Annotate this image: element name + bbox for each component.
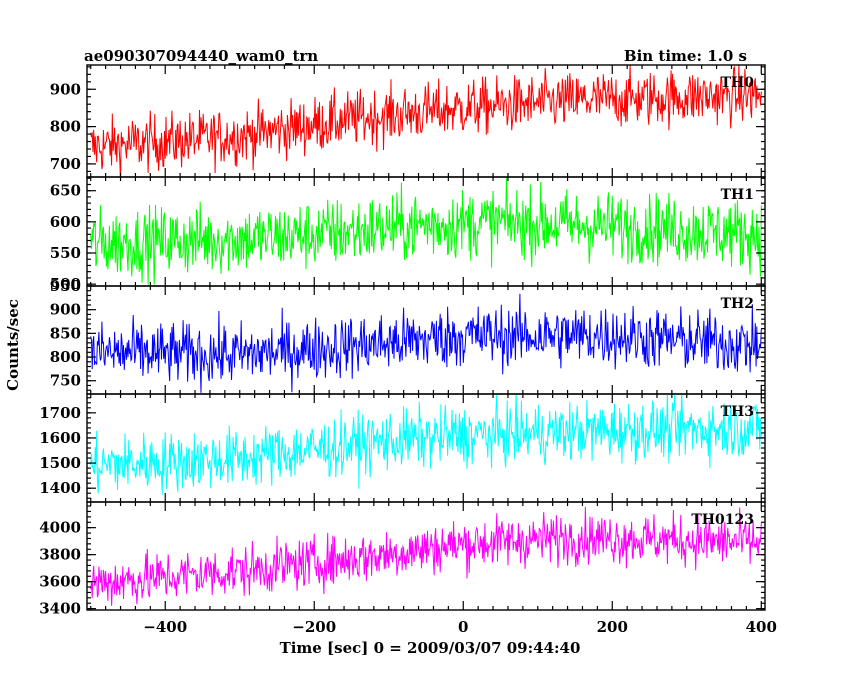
series-line-th0 bbox=[90, 65, 762, 177]
series-line-th1 bbox=[90, 177, 762, 285]
x-tick-label: 0 bbox=[458, 618, 468, 636]
panel-th3: 1400 1500 1600 1700 TH3 bbox=[39, 393, 766, 503]
panels: 700 800 900 TH0 500 550 600 650 TH1 750 800 850 900 9… bbox=[39, 64, 777, 636]
x-tick-label: 400 bbox=[746, 618, 777, 636]
panel-th0: 700 800 900 TH0 bbox=[50, 64, 766, 178]
y-tick-label: 1400 bbox=[39, 479, 81, 497]
x-axis-label: Time [sec] 0 = 2009/03/07 09:44:40 bbox=[280, 639, 581, 657]
y-tick-label: 1600 bbox=[39, 429, 81, 447]
x-tick-label: −200 bbox=[292, 618, 336, 636]
y-tick-label: 650 bbox=[50, 182, 81, 200]
y-tick-label: 500 bbox=[50, 275, 81, 293]
panel-frame bbox=[86, 501, 766, 611]
chart-title: ae090307094440_wam0_trn bbox=[84, 47, 318, 65]
x-tick-label: −400 bbox=[143, 618, 187, 636]
y-tick-label: 1700 bbox=[39, 404, 81, 422]
y-tick-label: 750 bbox=[50, 372, 81, 390]
panel-th1: 500 550 600 650 TH1 bbox=[50, 176, 766, 293]
y-tick-label: 950 bbox=[50, 277, 81, 295]
y-tick-label: 800 bbox=[50, 118, 81, 136]
y-tick-label: 3800 bbox=[39, 546, 81, 564]
series-line-th3 bbox=[90, 394, 762, 495]
y-tick-label: 3400 bbox=[39, 600, 81, 618]
series-line-th0123 bbox=[90, 506, 762, 606]
panel-frame bbox=[86, 64, 766, 178]
series-line-th2 bbox=[90, 293, 762, 393]
y-tick-label: 600 bbox=[50, 213, 81, 231]
panel-label-th0: TH0 bbox=[721, 75, 755, 91]
bin-time-label: Bin time: 1.0 s bbox=[624, 47, 747, 65]
y-tick-label: 900 bbox=[50, 301, 81, 319]
panel-th2: 750 800 850 900 950 TH2 bbox=[50, 277, 766, 395]
panel-label-th1: TH1 bbox=[721, 187, 754, 203]
y-tick-label: 4000 bbox=[39, 519, 81, 537]
panel-label-th2: TH2 bbox=[721, 296, 754, 312]
panel-label-th3: TH3 bbox=[721, 404, 754, 420]
y-tick-label: 850 bbox=[50, 324, 81, 342]
y-tick-label: 700 bbox=[50, 155, 81, 173]
y-tick-label: 800 bbox=[50, 348, 81, 366]
panel-label-th0123: TH0123 bbox=[691, 512, 754, 528]
y-tick-label: 900 bbox=[50, 80, 81, 98]
y-axis-label: Counts/sec bbox=[4, 299, 22, 391]
x-tick-label: 200 bbox=[597, 618, 628, 636]
panel-th0123: 3400 3600 3800 4000 TH0123 bbox=[39, 501, 766, 618]
y-tick-label: 3600 bbox=[39, 573, 81, 591]
y-tick-label: 550 bbox=[50, 244, 81, 262]
y-tick-label: 1500 bbox=[39, 454, 81, 472]
